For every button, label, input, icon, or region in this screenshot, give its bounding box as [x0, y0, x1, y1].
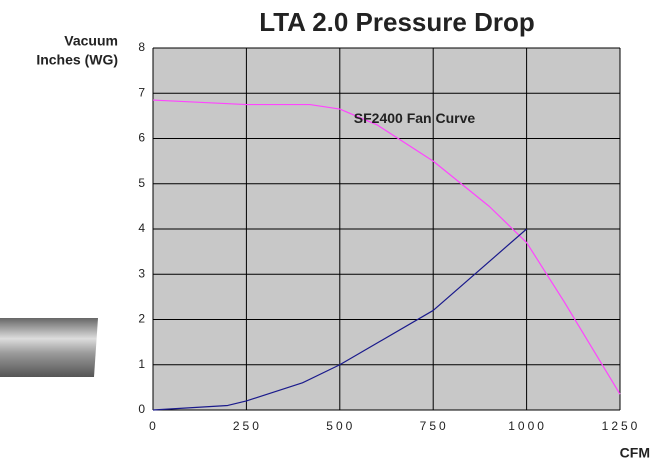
x-axis-label: CFM: [620, 445, 650, 461]
data-line: [152, 228, 527, 411]
y-tick-label: 0: [138, 402, 145, 416]
x-tick-label: 1000: [508, 419, 547, 433]
x-tick-label: 250: [233, 419, 262, 433]
y-tick-label: 7: [138, 85, 145, 99]
y-tick-label: 6: [138, 131, 145, 145]
x-tick-label: 750: [420, 419, 449, 433]
y-tick-label: 3: [138, 266, 145, 280]
y-tick-label: 4: [138, 221, 145, 235]
series-label: SF2400 Fan Curve: [354, 110, 476, 126]
x-tick-label: 500: [326, 419, 355, 433]
y-tick-label: 1: [138, 357, 145, 371]
pipe-photo: [0, 318, 98, 377]
y-tick-label: 5: [138, 176, 145, 190]
y-axis-label: Inches (WG): [36, 52, 118, 68]
y-axis-label: Vacuum: [64, 33, 118, 49]
y-tick-label: 2: [138, 312, 145, 326]
x-tick-label: 1250: [602, 419, 641, 433]
y-tick-label: 8: [138, 40, 145, 54]
data-line: [152, 99, 621, 395]
x-tick-label: 0: [149, 419, 159, 433]
chart-title: LTA 2.0 Pressure Drop: [259, 7, 535, 37]
